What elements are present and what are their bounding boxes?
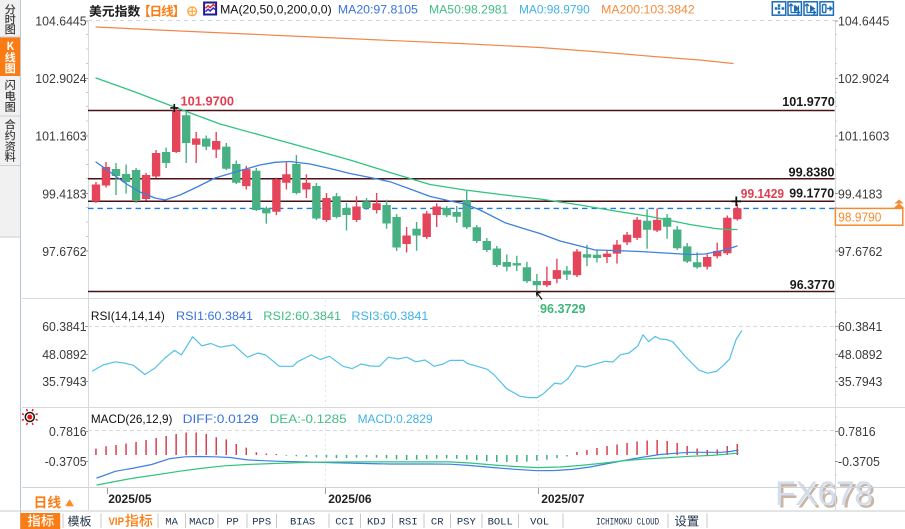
svg-text:-0.3705: -0.3705 bbox=[838, 454, 880, 469]
svg-text:2025/07: 2025/07 bbox=[541, 492, 585, 506]
svg-text:MACD:0.2829: MACD:0.2829 bbox=[358, 412, 433, 426]
svg-text:KDJ: KDJ bbox=[367, 516, 386, 528]
svg-text:35.7943: 35.7943 bbox=[42, 374, 86, 389]
svg-text:60.3841: 60.3841 bbox=[838, 319, 882, 334]
svg-text:48.0892: 48.0892 bbox=[42, 347, 86, 362]
svg-text:96.3729: 96.3729 bbox=[540, 301, 586, 316]
svg-text:-0.3705: -0.3705 bbox=[45, 454, 87, 469]
svg-text:MACD: MACD bbox=[189, 516, 214, 528]
svg-text:MA0:98.9790: MA0:98.9790 bbox=[519, 3, 590, 17]
svg-text:101.1603: 101.1603 bbox=[838, 129, 889, 144]
svg-text:CCI: CCI bbox=[335, 516, 354, 528]
svg-text:60.3841: 60.3841 bbox=[42, 319, 86, 334]
svg-text:101.1603: 101.1603 bbox=[35, 129, 86, 144]
svg-text:BOLL: BOLL bbox=[488, 516, 513, 528]
svg-text:DEA:-0.1285: DEA:-0.1285 bbox=[270, 412, 347, 426]
svg-text:BIAS: BIAS bbox=[290, 516, 315, 528]
svg-text:104.6445: 104.6445 bbox=[838, 14, 889, 29]
svg-text:2025/05: 2025/05 bbox=[108, 492, 152, 506]
svg-text:0.7816: 0.7816 bbox=[49, 424, 87, 439]
svg-text:RSI3:60.3841: RSI3:60.3841 bbox=[351, 309, 428, 323]
svg-text:MA200:103.3842: MA200:103.3842 bbox=[601, 3, 695, 17]
svg-text:PSY: PSY bbox=[457, 516, 477, 528]
svg-text:MA20:97.8105: MA20:97.8105 bbox=[338, 3, 418, 17]
svg-text:48.0892: 48.0892 bbox=[838, 347, 882, 362]
svg-text:2025/06: 2025/06 bbox=[328, 492, 372, 506]
svg-text:RSI2:60.3841: RSI2:60.3841 bbox=[263, 309, 341, 323]
svg-text:RSI1:60.3841: RSI1:60.3841 bbox=[176, 309, 253, 323]
svg-text:VOL: VOL bbox=[530, 516, 549, 528]
svg-text:MA50:98.2981: MA50:98.2981 bbox=[429, 3, 509, 17]
svg-text:0.7816: 0.7816 bbox=[838, 424, 876, 439]
svg-text:MA: MA bbox=[165, 516, 178, 528]
svg-text:FX678: FX678 bbox=[775, 475, 873, 513]
svg-text:101.9700: 101.9700 bbox=[181, 93, 235, 108]
svg-text:MACD(26,12,9): MACD(26,12,9) bbox=[91, 412, 172, 426]
svg-text:99.1429: 99.1429 bbox=[741, 186, 784, 201]
svg-text:PP: PP bbox=[226, 516, 239, 528]
svg-text:101.9770: 101.9770 bbox=[782, 94, 835, 109]
svg-text:CR: CR bbox=[431, 516, 444, 528]
svg-text:102.9024: 102.9024 bbox=[35, 71, 86, 86]
svg-text:97.6762: 97.6762 bbox=[838, 244, 882, 259]
svg-text:DIFF:0.0129: DIFF:0.0129 bbox=[183, 412, 259, 426]
svg-text:96.3770: 96.3770 bbox=[790, 277, 835, 292]
svg-text:99.1770: 99.1770 bbox=[789, 186, 834, 201]
svg-text:98.9790: 98.9790 bbox=[838, 209, 881, 224]
svg-text:99.4183: 99.4183 bbox=[42, 186, 86, 201]
svg-text:RSI: RSI bbox=[399, 516, 418, 528]
svg-text:104.6445: 104.6445 bbox=[35, 14, 86, 29]
svg-text:PPS: PPS bbox=[252, 516, 271, 528]
svg-text:VIP: VIP bbox=[109, 516, 125, 528]
svg-text:RSI(14,14,14): RSI(14,14,14) bbox=[91, 309, 165, 323]
svg-text:99.8380: 99.8380 bbox=[789, 165, 835, 180]
svg-text:97.6762: 97.6762 bbox=[42, 244, 86, 259]
svg-text:MA(20,50,0,200,0,0): MA(20,50,0,200,0,0) bbox=[220, 3, 332, 17]
svg-text:99.4183: 99.4183 bbox=[838, 186, 882, 201]
svg-text:ICHIMOKU CLOUD: ICHIMOKU CLOUD bbox=[596, 516, 659, 528]
svg-text:102.9024: 102.9024 bbox=[838, 71, 889, 86]
svg-text:35.7943: 35.7943 bbox=[838, 374, 882, 389]
